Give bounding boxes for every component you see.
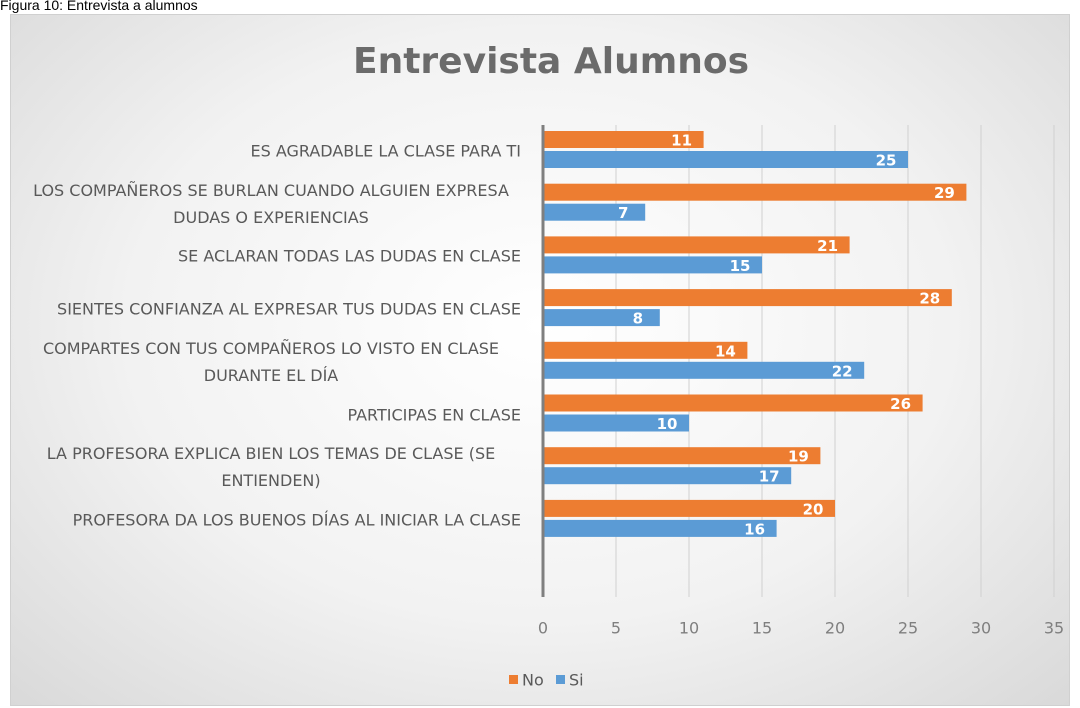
x-tick-label: 35 [1044,619,1064,638]
data-label: 10 [657,415,678,433]
chart-title: Entrevista Alumnos [353,41,749,82]
category-label: LA PROFESORA EXPLICA BIEN LOS TEMAS DE C… [21,440,521,494]
category-label: LOS COMPAÑEROS SE BURLAN CUANDO ALGUIEN … [21,177,521,231]
bar [543,361,865,379]
x-tick-label: 20 [825,619,845,638]
data-label: 25 [876,152,897,170]
category-label: COMPARTES CON TUS COMPAÑEROS LO VISTO EN… [21,335,521,389]
data-label: 15 [730,257,751,275]
category-label: ES AGRADABLE LA CLASE PARA TI [21,138,521,165]
legend-label: Si [569,671,584,690]
bar [543,394,923,412]
legend-swatch [509,675,518,684]
data-label: 26 [890,395,911,413]
x-tick-label: 0 [538,619,548,638]
category-text: ES AGRADABLE LA CLASE PARA TI [250,141,521,161]
bar [543,499,835,517]
data-label: 8 [633,310,643,328]
category-label: PROFESORA DA LOS BUENOS DÍAS AL INICIAR … [21,506,521,533]
category-text: SIENTES CONFIANZA AL EXPRESAR TUS DUDAS … [57,299,521,319]
chart: Entrevista Alumnos 0 5 10 15 20 25 30 35 11 25 29 7… [353,41,1064,690]
bar [543,289,952,307]
category-label: SIENTES CONFIANZA AL EXPRESAR TUS DUDAS … [21,296,521,323]
x-tick-label: 10 [679,619,699,638]
chart-frame: Entrevista Alumnos 0 5 10 15 20 25 30 35 11 25 29 7… [10,14,1070,706]
bar [543,414,689,432]
bar [543,183,967,201]
x-tick-label: 30 [971,619,991,638]
category-text: SE ACLARAN TODAS LAS DUDAS EN CLASE [177,246,521,266]
x-tick-label: 25 [898,619,918,638]
category-label: SE ACLARAN TODAS LAS DUDAS EN CLASE [21,243,521,270]
bar [543,519,777,537]
category-text: COMPARTES CON TUS COMPAÑEROS LO VISTO EN… [42,338,500,385]
bar [543,256,762,274]
bar [543,151,908,168]
data-label: 29 [934,184,955,202]
category-text: LA PROFESORA EXPLICA BIEN LOS TEMAS DE C… [46,444,496,491]
x-tick-label: 5 [611,619,621,638]
category-text: PROFESORA DA LOS BUENOS DÍAS AL INICIAR … [72,510,521,530]
data-label: 17 [759,468,780,486]
bar [543,341,748,359]
legend-swatch [556,675,565,684]
bar [543,131,704,148]
bar [543,447,821,465]
data-label: 14 [715,342,736,360]
data-label: 19 [788,448,809,466]
data-label: 11 [671,132,692,150]
data-label: 28 [919,290,940,308]
data-label: 21 [817,237,838,255]
caption: Figura 10: Entrevista a alumnos [0,0,198,13]
data-label: 16 [744,520,765,538]
bar [543,467,792,485]
data-label: 20 [803,500,824,518]
legend-label: No [522,671,544,690]
category-label: PARTICIPAS EN CLASE [21,401,521,428]
category-text: PARTICIPAS EN CLASE [347,405,521,424]
category-text: LOS COMPAÑEROS SE BURLAN CUANDO ALGUIEN … [33,180,509,227]
data-label: 7 [618,204,628,222]
bar [543,236,850,254]
bar [543,309,660,327]
x-tick-label: 15 [752,619,772,638]
data-label: 22 [832,362,853,380]
bar [543,203,646,221]
